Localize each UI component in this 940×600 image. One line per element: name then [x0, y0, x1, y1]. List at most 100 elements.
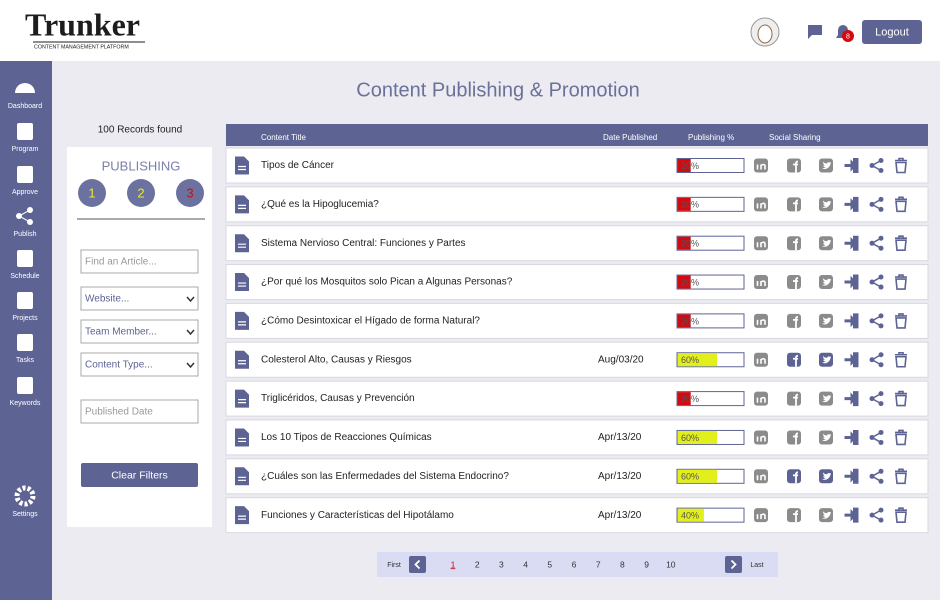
- content-title[interactable]: Triglicéridos, Causas y Prevención: [261, 393, 415, 404]
- facebook-glyph: [793, 316, 799, 328]
- linkedin-glyph: [756, 435, 766, 442]
- step-circle[interactable]: [127, 179, 155, 207]
- progress-label: 20%: [681, 161, 699, 171]
- facebook-glyph: [793, 471, 799, 484]
- publish-icon[interactable]: [844, 158, 859, 173]
- progress-track: [676, 391, 745, 407]
- nav-icon: [17, 334, 33, 351]
- column-header: Publishing %: [688, 133, 734, 142]
- delete-icon[interactable]: [895, 157, 907, 174]
- publish-icon[interactable]: [844, 468, 859, 484]
- content-title[interactable]: Tipos de Cáncer: [261, 160, 335, 171]
- content-title[interactable]: Funciones y Características del Hipotála…: [261, 510, 454, 521]
- delete-icon[interactable]: [895, 507, 907, 523]
- facebook-icon[interactable]: [787, 275, 801, 290]
- facebook-icon[interactable]: [787, 236, 801, 251]
- content-title[interactable]: ¿Cuáles son las Enfermedades del Sistema…: [261, 471, 509, 482]
- linkedin-glyph: [756, 319, 766, 325]
- page-number[interactable]: 3: [499, 559, 504, 569]
- content-title[interactable]: ¿Qué es la Hipoglucemia?: [261, 199, 379, 210]
- page-number[interactable]: 6: [572, 559, 577, 569]
- logo: Trunker: [25, 6, 140, 42]
- facebook-icon[interactable]: [787, 158, 801, 173]
- progress-track: [676, 274, 745, 290]
- twitter-glyph: [822, 161, 831, 170]
- avatar-dog: [757, 24, 773, 44]
- search-input[interactable]: [80, 249, 199, 274]
- delete-icon[interactable]: [895, 313, 907, 329]
- page-number[interactable]: 7: [596, 559, 601, 569]
- select-input[interactable]: [80, 352, 199, 377]
- facebook-icon[interactable]: [787, 469, 801, 484]
- logout-button[interactable]: [862, 20, 922, 44]
- delete-icon[interactable]: [895, 351, 907, 368]
- page-number[interactable]: 10: [666, 559, 676, 569]
- publish-icon[interactable]: [844, 352, 859, 368]
- content-title[interactable]: Sistema Nervioso Central: Funciones y Pa…: [261, 238, 466, 249]
- facebook-icon[interactable]: [787, 391, 801, 406]
- delete-icon[interactable]: [895, 235, 907, 251]
- page-number[interactable]: 4: [523, 559, 528, 569]
- step-circle[interactable]: [78, 179, 106, 207]
- delete-icon[interactable]: [895, 274, 907, 290]
- content-title[interactable]: ¿Cómo Desintoxicar el Hígado de forma Na…: [261, 316, 480, 327]
- share-lines: [870, 198, 882, 211]
- progress-track: [676, 196, 745, 212]
- prev-button[interactable]: [409, 556, 426, 573]
- nav-label: Keywords: [10, 400, 41, 407]
- facebook-glyph: [793, 238, 799, 251]
- last-link[interactable]: Last: [750, 562, 763, 569]
- content-title[interactable]: ¿Por qué los Mosquitos solo Pican a Algu…: [261, 277, 513, 288]
- first-link[interactable]: First: [387, 562, 401, 569]
- next-button[interactable]: [725, 556, 742, 573]
- select-arrow: [186, 329, 195, 336]
- delete-icon[interactable]: [895, 390, 907, 407]
- page-number[interactable]: 5: [547, 559, 552, 569]
- share-lines: [870, 431, 882, 444]
- select-input-text: Website...: [85, 294, 129, 305]
- twitter-glyph: [822, 239, 831, 247]
- doc-lines: [238, 243, 246, 248]
- content-title[interactable]: Colesterol Alto, Causas y Riesgos: [261, 354, 412, 365]
- page-number[interactable]: 1: [451, 559, 456, 569]
- select-input[interactable]: [80, 286, 199, 311]
- nav-label: Schedule: [10, 273, 39, 280]
- linkedin-glyph: [756, 280, 766, 287]
- facebook-icon[interactable]: [787, 508, 801, 523]
- publish-icon[interactable]: [844, 274, 859, 290]
- progress-track: [676, 313, 745, 329]
- facebook-icon[interactable]: [787, 430, 801, 445]
- sidebar: [0, 61, 52, 600]
- table-header: [226, 124, 928, 146]
- chat-icon[interactable]: [808, 25, 822, 39]
- page-number[interactable]: 9: [644, 559, 649, 569]
- facebook-glyph: [793, 277, 799, 290]
- delete-icon[interactable]: [895, 196, 907, 213]
- facebook-icon[interactable]: [787, 313, 801, 328]
- publish-icon[interactable]: [844, 235, 859, 251]
- select-input[interactable]: [80, 319, 199, 344]
- publish-icon[interactable]: [844, 196, 859, 212]
- twitter-glyph: [822, 278, 831, 286]
- nav-label: Publish: [14, 231, 37, 238]
- facebook-icon[interactable]: [787, 197, 801, 212]
- select-arrow: [186, 296, 195, 303]
- publish-icon[interactable]: [844, 507, 859, 523]
- facebook-icon[interactable]: [787, 352, 801, 367]
- page-number[interactable]: 8: [620, 559, 625, 569]
- content-title[interactable]: Los 10 Tipos de Reacciones Químicas: [261, 432, 432, 443]
- clear-button[interactable]: [81, 463, 198, 487]
- delete-icon[interactable]: [895, 429, 907, 446]
- date-input[interactable]: [80, 399, 199, 424]
- publish-icon[interactable]: [844, 429, 859, 445]
- publish-icon[interactable]: [844, 313, 859, 329]
- page-number[interactable]: 2: [475, 559, 480, 569]
- delete-icon[interactable]: [895, 468, 907, 485]
- nav-label: Settings: [12, 511, 38, 518]
- progress-label: 20%: [681, 277, 699, 287]
- progress-fill: [677, 392, 691, 406]
- doc-lines: [238, 282, 246, 287]
- step-circle[interactable]: [176, 179, 204, 207]
- progress-track: [676, 158, 745, 173]
- publish-icon[interactable]: [844, 391, 859, 407]
